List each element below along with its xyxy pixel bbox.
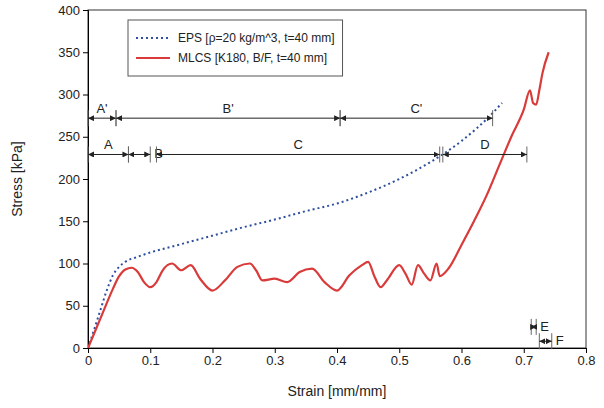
x-tick-label: 0.6 (453, 353, 471, 368)
plot-data (88, 52, 549, 348)
region-label: C (293, 137, 302, 152)
x-tick-label: 0.7 (515, 353, 533, 368)
y-tick: 0 (73, 341, 88, 356)
y-tick-label: 50 (66, 298, 80, 313)
x-tick-label: 0.4 (328, 353, 346, 368)
x-tick-label: 0.5 (391, 353, 409, 368)
x-tick-label: 0.2 (204, 353, 222, 368)
region-arrow (443, 154, 527, 155)
plot-frame (88, 10, 586, 348)
region-arrow (531, 326, 536, 327)
regions: A'B'C'ABCDEF (88, 101, 564, 349)
x-tick: 0.7 (515, 348, 533, 368)
y-tick: 100 (58, 256, 88, 271)
y-tick: 150 (58, 214, 88, 229)
y-tick: 400 (58, 3, 88, 18)
region-arrow (128, 154, 150, 155)
y-tick: 50 (66, 298, 88, 313)
y-tick-label: 0 (73, 341, 80, 356)
y-tick-mark (83, 95, 88, 96)
y-tick-label: 200 (58, 172, 80, 187)
legend-label: MLCS [K180, B/F, t=40 mm] (178, 51, 327, 65)
y-tick-label: 350 (58, 45, 80, 60)
region-label: B' (222, 101, 233, 116)
region-arrow (88, 154, 128, 155)
y-axis-line (83, 11, 89, 349)
y-tick-mark (83, 10, 88, 11)
x-tick: 0.3 (266, 348, 284, 368)
y-tick-label: 300 (58, 87, 80, 102)
region-label: F (556, 333, 564, 348)
y-tick-label: 250 (58, 129, 80, 144)
region-label: D (480, 137, 489, 152)
x-axis-title: Strain [mm/mm] (288, 383, 387, 399)
y-tick-mark (83, 52, 88, 53)
x-axis: 0 0.1 0.2 0.3 0.4 0.5 0.6 0.7 0.8 (85, 348, 596, 368)
y-tick-mark (83, 306, 88, 307)
y-tick-mark (83, 137, 88, 138)
y-tick: 300 (58, 87, 88, 102)
region-label: A' (96, 101, 107, 116)
x-tick: 0.8 (577, 348, 595, 368)
series-line (88, 103, 502, 348)
legend-swatch (136, 57, 170, 59)
x-tick-label: 0.1 (142, 353, 160, 368)
chart: 0 0.1 0.2 0.3 0.4 0.5 0.6 0.7 0.8 0 50 100 150 200 250… (0, 0, 604, 408)
y-axis: 0 50 100 150 200 250 300 350 400 (58, 3, 88, 356)
y-tick-label: 100 (58, 256, 80, 271)
series-line (88, 52, 549, 348)
region-arrow (88, 118, 116, 119)
y-tick: 200 (58, 172, 88, 187)
y-tick: 250 (58, 129, 88, 144)
legend: EPS [ρ=20 kg/m^3, t=40 mm] MLCS [K180, B/… (128, 20, 343, 76)
y-tick-label: 400 (58, 3, 80, 18)
legend-box (128, 20, 343, 76)
x-tick-label: 0.8 (577, 353, 595, 368)
y-tick-mark (83, 179, 88, 180)
y-tick: 350 (58, 45, 88, 60)
x-tick-label: 0.3 (266, 353, 284, 368)
region-label: A (104, 137, 113, 152)
y-axis-title: Stress [kPa] (9, 141, 25, 216)
y-tick-mark (83, 264, 88, 265)
y-tick-label: 150 (58, 214, 80, 229)
y-tick-mark (83, 348, 88, 349)
legend-label: EPS [ρ=20 kg/m^3, t=40 mm] (178, 31, 335, 45)
x-tick-label: 0 (85, 353, 92, 368)
x-tick: 0.2 (204, 348, 222, 368)
region-arrow (340, 118, 493, 119)
region-arrow (116, 118, 340, 119)
region-arrow (156, 154, 439, 155)
x-tick: 0.5 (391, 348, 409, 368)
region-arrow (539, 341, 551, 342)
x-tick: 0.1 (142, 348, 160, 368)
y-tick-mark (83, 221, 88, 222)
x-tick: 0.4 (328, 348, 346, 368)
x-tick: 0.6 (453, 348, 471, 368)
legend-swatch (136, 37, 170, 39)
region-label: C' (410, 101, 422, 116)
region-label: E (540, 319, 549, 334)
x-tick: 0 (85, 348, 92, 368)
